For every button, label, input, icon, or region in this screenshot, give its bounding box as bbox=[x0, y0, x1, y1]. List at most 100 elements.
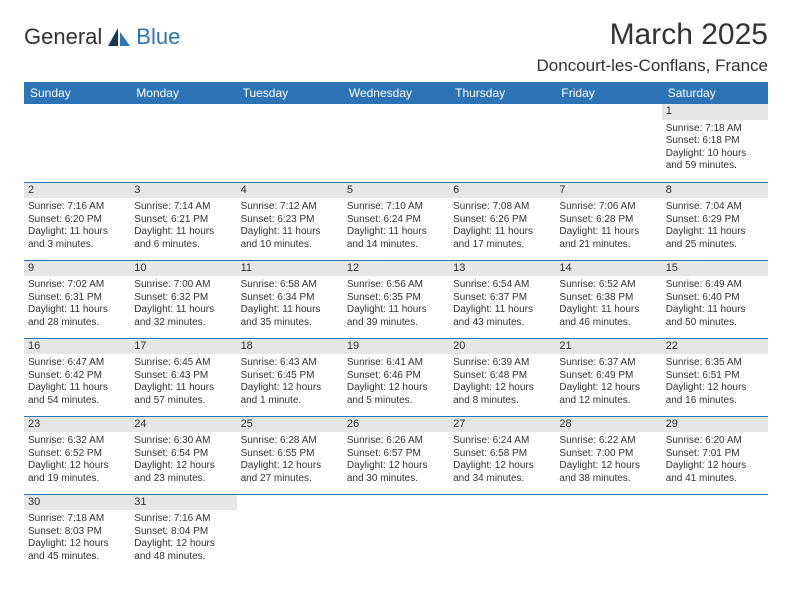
day-number: 17 bbox=[130, 339, 236, 355]
sunset-text: Sunset: 6:48 PM bbox=[453, 370, 551, 383]
day-number: 5 bbox=[343, 183, 449, 199]
day-number: 11 bbox=[237, 261, 343, 277]
daylight-text: Daylight: 11 hours bbox=[453, 226, 551, 239]
sunset-text: Sunset: 6:29 PM bbox=[666, 214, 764, 227]
header: General Blue March 2025 Doncourt-les-Con… bbox=[24, 18, 768, 76]
sunset-text: Sunset: 6:54 PM bbox=[134, 448, 232, 461]
sunrise-text: Sunrise: 6:39 AM bbox=[453, 357, 551, 370]
sunrise-text: Sunrise: 6:24 AM bbox=[453, 435, 551, 448]
daylight-text: Daylight: 10 hours bbox=[666, 148, 764, 161]
daylight-text: and 1 minute. bbox=[241, 395, 339, 408]
day-number: 23 bbox=[24, 417, 130, 433]
day-header-row: Sunday Monday Tuesday Wednesday Thursday… bbox=[24, 82, 768, 104]
sunset-text: Sunset: 6:21 PM bbox=[134, 214, 232, 227]
daylight-text: and 35 minutes. bbox=[241, 317, 339, 330]
daylight-text: Daylight: 12 hours bbox=[666, 382, 764, 395]
calendar-cell bbox=[343, 494, 449, 572]
sunset-text: Sunset: 6:20 PM bbox=[28, 214, 126, 227]
calendar-cell: 28Sunrise: 6:22 AMSunset: 7:00 PMDayligh… bbox=[555, 416, 661, 494]
daylight-text: and 50 minutes. bbox=[666, 317, 764, 330]
calendar-cell: 17Sunrise: 6:45 AMSunset: 6:43 PMDayligh… bbox=[130, 338, 236, 416]
day-header: Friday bbox=[555, 82, 661, 104]
calendar-cell: 25Sunrise: 6:28 AMSunset: 6:55 PMDayligh… bbox=[237, 416, 343, 494]
day-number: 9 bbox=[24, 261, 130, 277]
calendar-cell bbox=[555, 104, 661, 182]
daylight-text: Daylight: 12 hours bbox=[347, 460, 445, 473]
sunrise-text: Sunrise: 6:56 AM bbox=[347, 279, 445, 292]
day-header: Sunday bbox=[24, 82, 130, 104]
sunrise-text: Sunrise: 6:43 AM bbox=[241, 357, 339, 370]
daylight-text: and 23 minutes. bbox=[134, 473, 232, 486]
daylight-text: and 45 minutes. bbox=[28, 551, 126, 564]
daylight-text: Daylight: 12 hours bbox=[666, 460, 764, 473]
day-number: 8 bbox=[662, 183, 768, 199]
sunset-text: Sunset: 6:45 PM bbox=[241, 370, 339, 383]
day-number: 2 bbox=[24, 183, 130, 199]
daylight-text: Daylight: 11 hours bbox=[666, 226, 764, 239]
calendar-cell bbox=[449, 104, 555, 182]
daylight-text: Daylight: 12 hours bbox=[28, 460, 126, 473]
daylight-text: and 54 minutes. bbox=[28, 395, 126, 408]
day-number: 27 bbox=[449, 417, 555, 433]
daylight-text: and 28 minutes. bbox=[28, 317, 126, 330]
sunrise-text: Sunrise: 6:35 AM bbox=[666, 357, 764, 370]
sunset-text: Sunset: 6:23 PM bbox=[241, 214, 339, 227]
sunset-text: Sunset: 6:26 PM bbox=[453, 214, 551, 227]
calendar-cell: 27Sunrise: 6:24 AMSunset: 6:58 PMDayligh… bbox=[449, 416, 555, 494]
daylight-text: and 39 minutes. bbox=[347, 317, 445, 330]
calendar-cell bbox=[24, 104, 130, 182]
title-block: March 2025 Doncourt-les-Conflans, France bbox=[537, 18, 768, 76]
calendar-cell bbox=[343, 104, 449, 182]
sail-icon bbox=[106, 26, 132, 48]
daylight-text: Daylight: 11 hours bbox=[134, 382, 232, 395]
sunrise-text: Sunrise: 7:00 AM bbox=[134, 279, 232, 292]
calendar-cell: 11Sunrise: 6:58 AMSunset: 6:34 PMDayligh… bbox=[237, 260, 343, 338]
sunrise-text: Sunrise: 6:28 AM bbox=[241, 435, 339, 448]
daylight-text: Daylight: 12 hours bbox=[241, 382, 339, 395]
daylight-text: and 19 minutes. bbox=[28, 473, 126, 486]
calendar-cell: 18Sunrise: 6:43 AMSunset: 6:45 PMDayligh… bbox=[237, 338, 343, 416]
calendar-cell: 9Sunrise: 7:02 AMSunset: 6:31 PMDaylight… bbox=[24, 260, 130, 338]
daylight-text: and 41 minutes. bbox=[666, 473, 764, 486]
calendar-cell: 24Sunrise: 6:30 AMSunset: 6:54 PMDayligh… bbox=[130, 416, 236, 494]
day-number: 26 bbox=[343, 417, 449, 433]
calendar-cell: 1Sunrise: 7:18 AMSunset: 6:18 PMDaylight… bbox=[662, 104, 768, 182]
sunrise-text: Sunrise: 6:54 AM bbox=[453, 279, 551, 292]
location: Doncourt-les-Conflans, France bbox=[537, 56, 768, 76]
daylight-text: and 5 minutes. bbox=[347, 395, 445, 408]
calendar-cell: 23Sunrise: 6:32 AMSunset: 6:52 PMDayligh… bbox=[24, 416, 130, 494]
sunrise-text: Sunrise: 6:20 AM bbox=[666, 435, 764, 448]
calendar-cell: 31Sunrise: 7:16 AMSunset: 8:04 PMDayligh… bbox=[130, 494, 236, 572]
day-number: 6 bbox=[449, 183, 555, 199]
sunset-text: Sunset: 6:43 PM bbox=[134, 370, 232, 383]
sunrise-text: Sunrise: 6:47 AM bbox=[28, 357, 126, 370]
calendar-cell: 6Sunrise: 7:08 AMSunset: 6:26 PMDaylight… bbox=[449, 182, 555, 260]
sunset-text: Sunset: 7:00 PM bbox=[559, 448, 657, 461]
sunset-text: Sunset: 6:42 PM bbox=[28, 370, 126, 383]
sunrise-text: Sunrise: 7:18 AM bbox=[666, 123, 764, 136]
daylight-text: Daylight: 12 hours bbox=[559, 382, 657, 395]
day-number: 31 bbox=[130, 495, 236, 511]
day-number: 29 bbox=[662, 417, 768, 433]
daylight-text: and 59 minutes. bbox=[666, 160, 764, 173]
daylight-text: and 6 minutes. bbox=[134, 239, 232, 252]
sunset-text: Sunset: 6:34 PM bbox=[241, 292, 339, 305]
calendar-cell bbox=[237, 494, 343, 572]
sunrise-text: Sunrise: 7:18 AM bbox=[28, 513, 126, 526]
calendar-cell bbox=[130, 104, 236, 182]
calendar-cell: 4Sunrise: 7:12 AMSunset: 6:23 PMDaylight… bbox=[237, 182, 343, 260]
day-number: 3 bbox=[130, 183, 236, 199]
calendar-cell: 19Sunrise: 6:41 AMSunset: 6:46 PMDayligh… bbox=[343, 338, 449, 416]
day-header: Monday bbox=[130, 82, 236, 104]
daylight-text: and 38 minutes. bbox=[559, 473, 657, 486]
daylight-text: and 57 minutes. bbox=[134, 395, 232, 408]
day-header: Thursday bbox=[449, 82, 555, 104]
logo-text-1: General bbox=[24, 24, 102, 50]
day-header: Saturday bbox=[662, 82, 768, 104]
calendar-cell: 3Sunrise: 7:14 AMSunset: 6:21 PMDaylight… bbox=[130, 182, 236, 260]
day-number: 28 bbox=[555, 417, 661, 433]
day-number: 1 bbox=[662, 104, 768, 120]
daylight-text: Daylight: 11 hours bbox=[28, 304, 126, 317]
daylight-text: Daylight: 11 hours bbox=[559, 226, 657, 239]
calendar-cell: 16Sunrise: 6:47 AMSunset: 6:42 PMDayligh… bbox=[24, 338, 130, 416]
